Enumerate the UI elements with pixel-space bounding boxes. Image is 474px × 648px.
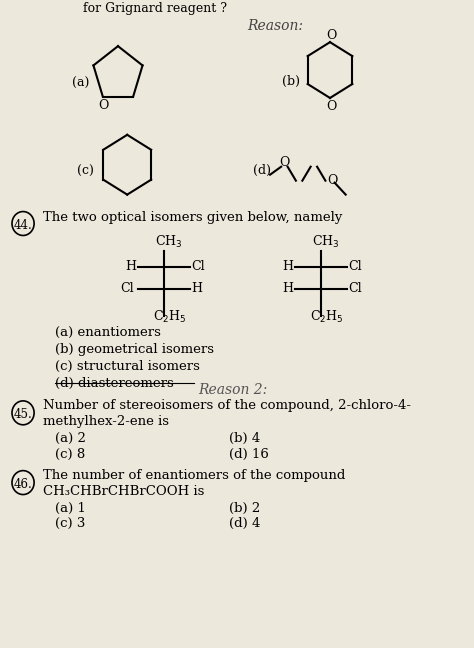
Text: C$_2$H$_5$: C$_2$H$_5$ (310, 309, 343, 325)
Text: 45.: 45. (14, 408, 32, 421)
Text: (a): (a) (72, 77, 89, 90)
Text: O: O (326, 29, 337, 42)
Text: The two optical isomers given below, namely: The two optical isomers given below, nam… (43, 211, 343, 224)
Text: O: O (326, 100, 337, 113)
Text: (b): (b) (282, 75, 300, 88)
Text: (a) 2: (a) 2 (55, 432, 86, 445)
Text: Cl: Cl (120, 283, 134, 295)
Text: 44.: 44. (14, 219, 32, 232)
Text: Reason:: Reason: (247, 19, 303, 33)
Text: (c): (c) (76, 165, 93, 178)
Text: The number of enantiomers of the compound: The number of enantiomers of the compoun… (43, 469, 346, 481)
Text: (c) structural isomers: (c) structural isomers (55, 360, 200, 373)
Text: (b) 4: (b) 4 (228, 432, 260, 445)
Circle shape (12, 211, 34, 235)
Text: (b) geometrical isomers: (b) geometrical isomers (55, 343, 214, 356)
Text: H: H (282, 260, 293, 273)
Circle shape (12, 401, 34, 425)
Text: Reason 2:: Reason 2: (198, 383, 267, 397)
Text: H: H (191, 283, 203, 295)
Text: O: O (98, 98, 109, 111)
Text: H: H (282, 283, 293, 295)
Text: H: H (125, 260, 137, 273)
Text: (d) 16: (d) 16 (228, 448, 268, 461)
Text: C$_2$H$_5$: C$_2$H$_5$ (153, 309, 186, 325)
Text: O: O (327, 174, 337, 187)
Text: Cl: Cl (348, 283, 362, 295)
Circle shape (12, 470, 34, 494)
Text: Cl: Cl (191, 260, 205, 273)
Text: (c) 3: (c) 3 (55, 518, 86, 531)
Text: Number of stereoisomers of the compound, 2-chloro-4-: Number of stereoisomers of the compound,… (43, 399, 411, 412)
Text: (a) 1: (a) 1 (55, 502, 86, 515)
Text: (a) enantiomers: (a) enantiomers (55, 326, 161, 339)
Text: Cl: Cl (348, 260, 362, 273)
Text: (d) diastereomers: (d) diastereomers (55, 377, 174, 390)
Text: O: O (279, 156, 290, 168)
Text: (c) 8: (c) 8 (55, 448, 85, 461)
Text: CH₃CHBrCHBrCOOH is: CH₃CHBrCHBrCOOH is (43, 485, 205, 498)
Text: methylhex-2-ene is: methylhex-2-ene is (43, 415, 169, 428)
Text: CH$_3$: CH$_3$ (155, 233, 182, 249)
Text: CH$_3$: CH$_3$ (311, 233, 339, 249)
Text: (d): (d) (254, 164, 272, 177)
Text: (b) 2: (b) 2 (228, 502, 260, 515)
Text: 46.: 46. (14, 478, 32, 491)
Text: for Grignard reagent ?: for Grignard reagent ? (83, 2, 227, 16)
Text: (d) 4: (d) 4 (228, 518, 260, 531)
